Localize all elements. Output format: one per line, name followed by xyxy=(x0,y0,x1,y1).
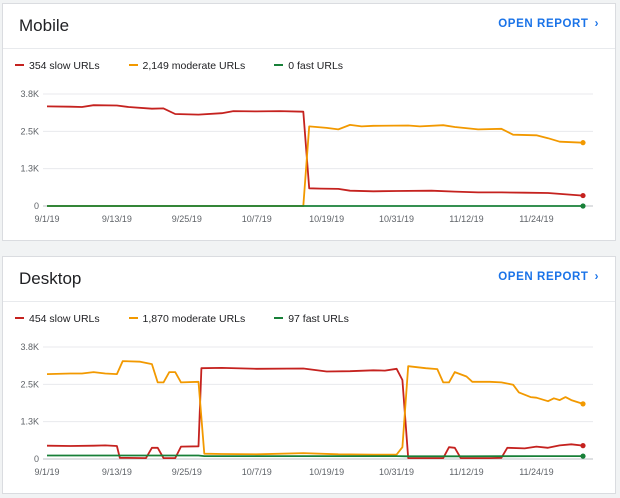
series-end-point xyxy=(580,401,586,407)
legend-label: 354 slow URLs xyxy=(29,60,100,73)
y-tick-label: 1.3K xyxy=(20,417,39,427)
legend-item-moderate[interactable]: 1,870 moderate URLs xyxy=(128,313,246,326)
line-chart: 0 1.3K 2.5K 3.8K 9/1/19 9/13/19 9/25/19 10/7/19… xyxy=(20,342,593,477)
x-tick-label: 9/13/19 xyxy=(102,467,132,477)
series-line xyxy=(46,360,584,456)
line-chart: 0 1.3K 2.5K 3.8K 9/1/19 9/13/19 9/25/19 10/7/19… xyxy=(20,89,593,224)
y-tick-label: 3.8K xyxy=(20,89,39,99)
legend-swatch xyxy=(15,64,24,67)
legend-swatch xyxy=(128,64,138,67)
legend-item-moderate[interactable]: 2,149 moderate URLs xyxy=(128,60,246,73)
legend-item-slow[interactable]: 354 slow URLs xyxy=(15,60,100,72)
x-tick-label: 10/19/19 xyxy=(309,214,344,224)
card-title: Mobile xyxy=(19,16,70,35)
x-tick-label: 9/1/19 xyxy=(34,214,59,224)
x-tick-label: 10/19/19 xyxy=(309,467,344,477)
series-end-point xyxy=(580,443,586,449)
legend-label: 97 fast URLs xyxy=(288,313,349,326)
series-end-point xyxy=(580,192,586,199)
legend: 354 slow URLs 2,149 moderate URLs 0 fast… xyxy=(15,60,369,74)
legend-swatch xyxy=(128,317,138,320)
legend-label: 1,870 moderate URLs xyxy=(142,313,246,326)
series-end-point xyxy=(580,453,586,459)
card-header: Desktop OPEN REPORT › xyxy=(3,257,615,302)
series-line xyxy=(47,124,584,207)
legend-label: 2,149 moderate URLs xyxy=(142,60,246,73)
series-line xyxy=(46,104,584,197)
x-tick-label: 9/1/19 xyxy=(34,467,59,477)
open-report-link[interactable]: OPEN REPORT › xyxy=(498,271,599,283)
y-tick-label: 2.5K xyxy=(20,126,39,136)
legend-swatch xyxy=(274,64,284,67)
x-tick-label: 9/25/19 xyxy=(172,467,202,477)
mobile-card: Mobile OPEN REPORT › 354 slow URLs 2,149 … xyxy=(2,3,616,241)
x-tick-label: 11/12/19 xyxy=(449,214,483,224)
chevron-right-icon: › xyxy=(594,18,599,30)
legend-item-fast[interactable]: 97 fast URLs xyxy=(274,313,349,325)
y-tick-label: 0 xyxy=(34,454,39,464)
legend-label: 0 fast URLs xyxy=(288,60,344,73)
x-tick-label: 10/7/19 xyxy=(242,214,272,224)
desktop-card: Desktop OPEN REPORT › 454 slow URLs 1,870… xyxy=(2,256,616,494)
open-report-label: OPEN REPORT xyxy=(498,18,589,30)
series-line xyxy=(47,454,583,458)
y-tick-label: 2.5K xyxy=(20,379,39,389)
x-tick-label: 10/7/19 xyxy=(242,467,272,477)
chevron-right-icon: › xyxy=(594,271,599,283)
x-tick-label: 9/13/19 xyxy=(102,214,132,224)
legend-swatch xyxy=(274,317,284,320)
open-report-label: OPEN REPORT xyxy=(498,271,589,283)
x-tick-label: 9/25/19 xyxy=(172,214,202,224)
series-end-point xyxy=(580,203,586,209)
y-tick-label: 1.3K xyxy=(20,164,39,174)
legend-label: 454 slow URLs xyxy=(29,313,100,326)
series-line xyxy=(46,367,584,459)
y-tick-label: 3.8K xyxy=(20,342,39,352)
y-tick-label: 0 xyxy=(34,201,39,211)
legend-item-slow[interactable]: 454 slow URLs xyxy=(15,313,100,325)
x-tick-label: 11/24/19 xyxy=(519,214,553,224)
series-end-point xyxy=(580,140,586,146)
open-report-link[interactable]: OPEN REPORT › xyxy=(498,18,599,30)
card-header: Mobile OPEN REPORT › xyxy=(3,4,615,49)
card-title: Desktop xyxy=(19,269,82,288)
legend-item-fast[interactable]: 0 fast URLs xyxy=(274,60,343,72)
x-tick-label: 11/12/19 xyxy=(449,467,483,477)
legend: 454 slow URLs 1,870 moderate URLs 97 fas… xyxy=(15,313,375,327)
x-tick-label: 10/31/19 xyxy=(379,214,414,224)
x-tick-label: 11/24/19 xyxy=(519,467,553,477)
x-tick-label: 10/31/19 xyxy=(379,467,414,477)
legend-swatch xyxy=(15,317,24,320)
